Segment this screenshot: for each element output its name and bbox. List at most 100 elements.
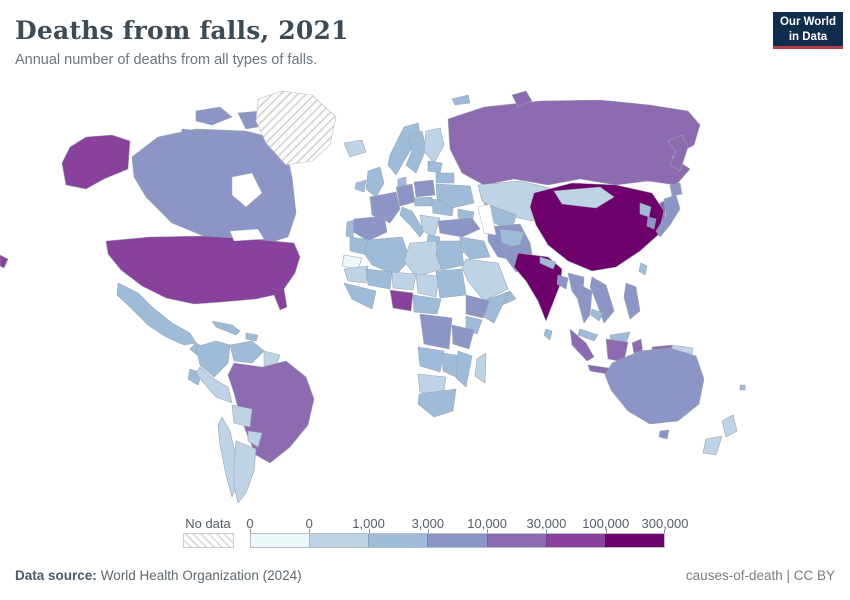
footer-source-value: World Health Organization (2024) <box>100 568 302 583</box>
country-nepal[interactable] <box>539 256 557 270</box>
country-finland[interactable] <box>423 127 445 164</box>
legend-labels: 0 0 1,000 3,000 10,000 30,000 100,000 300,000 <box>246 516 688 531</box>
country-mali[interactable] <box>365 268 393 290</box>
country-cameroon-car[interactable] <box>412 294 442 315</box>
country-new-zealand-south[interactable] <box>702 435 723 456</box>
country-canada-arctic-4[interactable] <box>181 128 203 144</box>
country-peru[interactable] <box>195 366 233 404</box>
country-bangladesh[interactable] <box>556 274 569 290</box>
legend-bucket-swatch[interactable] <box>251 534 310 547</box>
country-balkans[interactable] <box>419 214 441 238</box>
country-turkey[interactable] <box>437 217 481 238</box>
country-hispaniola[interactable] <box>245 332 259 342</box>
country-italy[interactable] <box>399 206 425 238</box>
owid-logo-line1: Our World <box>779 16 836 28</box>
country-nigeria[interactable] <box>389 289 414 312</box>
country-denmark[interactable] <box>397 176 407 187</box>
country-sri-lanka[interactable] <box>543 328 553 341</box>
country-poland[interactable] <box>413 179 436 198</box>
great-lakes <box>229 228 265 242</box>
country-indonesia-sumatra[interactable] <box>569 328 595 362</box>
country-mongolia[interactable] <box>553 186 615 209</box>
owid-logo-line2: in Data <box>788 30 828 43</box>
country-chad[interactable] <box>415 273 440 298</box>
country-egypt[interactable] <box>435 240 465 271</box>
country-canada[interactable] <box>131 128 297 246</box>
country-france[interactable] <box>369 191 401 224</box>
legend-tick-mark <box>368 529 370 533</box>
footer-rights-link[interactable]: causes-of-death | CC BY <box>685 568 835 583</box>
country-south-africa[interactable] <box>417 388 457 418</box>
country-ireland[interactable] <box>354 179 367 193</box>
country-mauritania[interactable] <box>343 265 369 284</box>
country-angola[interactable] <box>417 346 445 373</box>
country-russia-novaya-zemlya[interactable] <box>511 90 533 108</box>
country-niger[interactable] <box>391 271 417 291</box>
legend-bucket-swatch[interactable] <box>309 534 369 547</box>
country-bolivia[interactable] <box>231 404 253 428</box>
country-venezuela[interactable] <box>229 340 265 364</box>
country-germany[interactable] <box>395 183 416 207</box>
country-mexico[interactable] <box>116 282 197 346</box>
country-mozambique[interactable] <box>455 350 473 388</box>
legend-bucket-swatch[interactable] <box>368 534 428 547</box>
page-subtitle: Annual number of deaths from all types o… <box>15 52 318 68</box>
legend-bucket-swatch[interactable] <box>486 534 546 547</box>
country-paraguay[interactable] <box>247 430 263 448</box>
country-iceland[interactable] <box>343 139 367 158</box>
caspian-sea <box>477 203 497 236</box>
country-belarus[interactable] <box>435 172 455 184</box>
legend-color-bar <box>250 533 665 548</box>
country-sudan[interactable] <box>435 268 467 299</box>
country-australia-tasmania[interactable] <box>658 429 670 440</box>
country-argentina[interactable] <box>233 440 257 504</box>
country-cuba[interactable] <box>211 320 241 336</box>
country-usa-alaska[interactable] <box>61 134 131 190</box>
legend-tick-mark <box>427 529 429 533</box>
country-south-korea[interactable] <box>646 216 657 230</box>
country-australia[interactable] <box>604 347 705 425</box>
country-russia-main[interactable] <box>447 99 701 186</box>
country-ethiopia[interactable] <box>465 294 491 319</box>
country-philippines[interactable] <box>623 282 641 320</box>
country-canada-arctic-1[interactable] <box>195 106 233 126</box>
country-libya[interactable] <box>403 240 442 278</box>
legend-tick-mark <box>546 529 548 533</box>
owid-logo[interactable]: Our World in Data <box>773 12 843 49</box>
country-thailand[interactable] <box>577 284 593 324</box>
country-vietnam-laos[interactable] <box>589 276 615 324</box>
country-portugal[interactable] <box>345 219 355 239</box>
country-russia-kamchatka[interactable] <box>667 134 689 172</box>
country-china[interactable] <box>529 182 665 272</box>
country-sweden[interactable] <box>405 130 427 174</box>
country-czech-slovakia[interactable] <box>413 196 433 207</box>
country-new-zealand-north[interactable] <box>721 414 738 438</box>
country-syria-iraq[interactable] <box>459 236 491 260</box>
country-cambodia[interactable] <box>590 308 604 322</box>
country-usa-hawaii[interactable] <box>0 254 9 269</box>
country-tanzania[interactable] <box>451 324 475 350</box>
country-greenland[interactable] <box>255 90 337 166</box>
legend-bucket-swatch[interactable] <box>604 534 664 547</box>
country-madagascar[interactable] <box>474 352 487 384</box>
country-drc[interactable] <box>419 313 453 350</box>
country-taiwan[interactable] <box>638 262 648 276</box>
footer-source: Data source: World Health Organization (2… <box>15 568 302 583</box>
country-somalia[interactable] <box>483 292 509 324</box>
legend-bucket-swatch[interactable] <box>427 534 487 547</box>
country-baltics[interactable] <box>427 160 443 174</box>
country-chile[interactable] <box>217 416 239 498</box>
country-ukraine[interactable] <box>435 183 475 209</box>
country-west-africa[interactable] <box>343 282 377 310</box>
country-malaysia[interactable] <box>577 328 599 342</box>
country-spain[interactable] <box>351 215 388 242</box>
legend-bucket-swatch[interactable] <box>545 534 605 547</box>
country-japan-hokkaido[interactable] <box>669 182 683 197</box>
country-svalbard[interactable] <box>451 94 471 106</box>
legend-no-data-swatch[interactable] <box>183 533 234 548</box>
country-colombia[interactable] <box>195 340 231 378</box>
legend-tick-mark <box>605 529 607 533</box>
country-uk[interactable] <box>365 166 385 198</box>
country-fiji[interactable] <box>739 384 746 391</box>
country-japan-honshu[interactable] <box>655 194 681 238</box>
